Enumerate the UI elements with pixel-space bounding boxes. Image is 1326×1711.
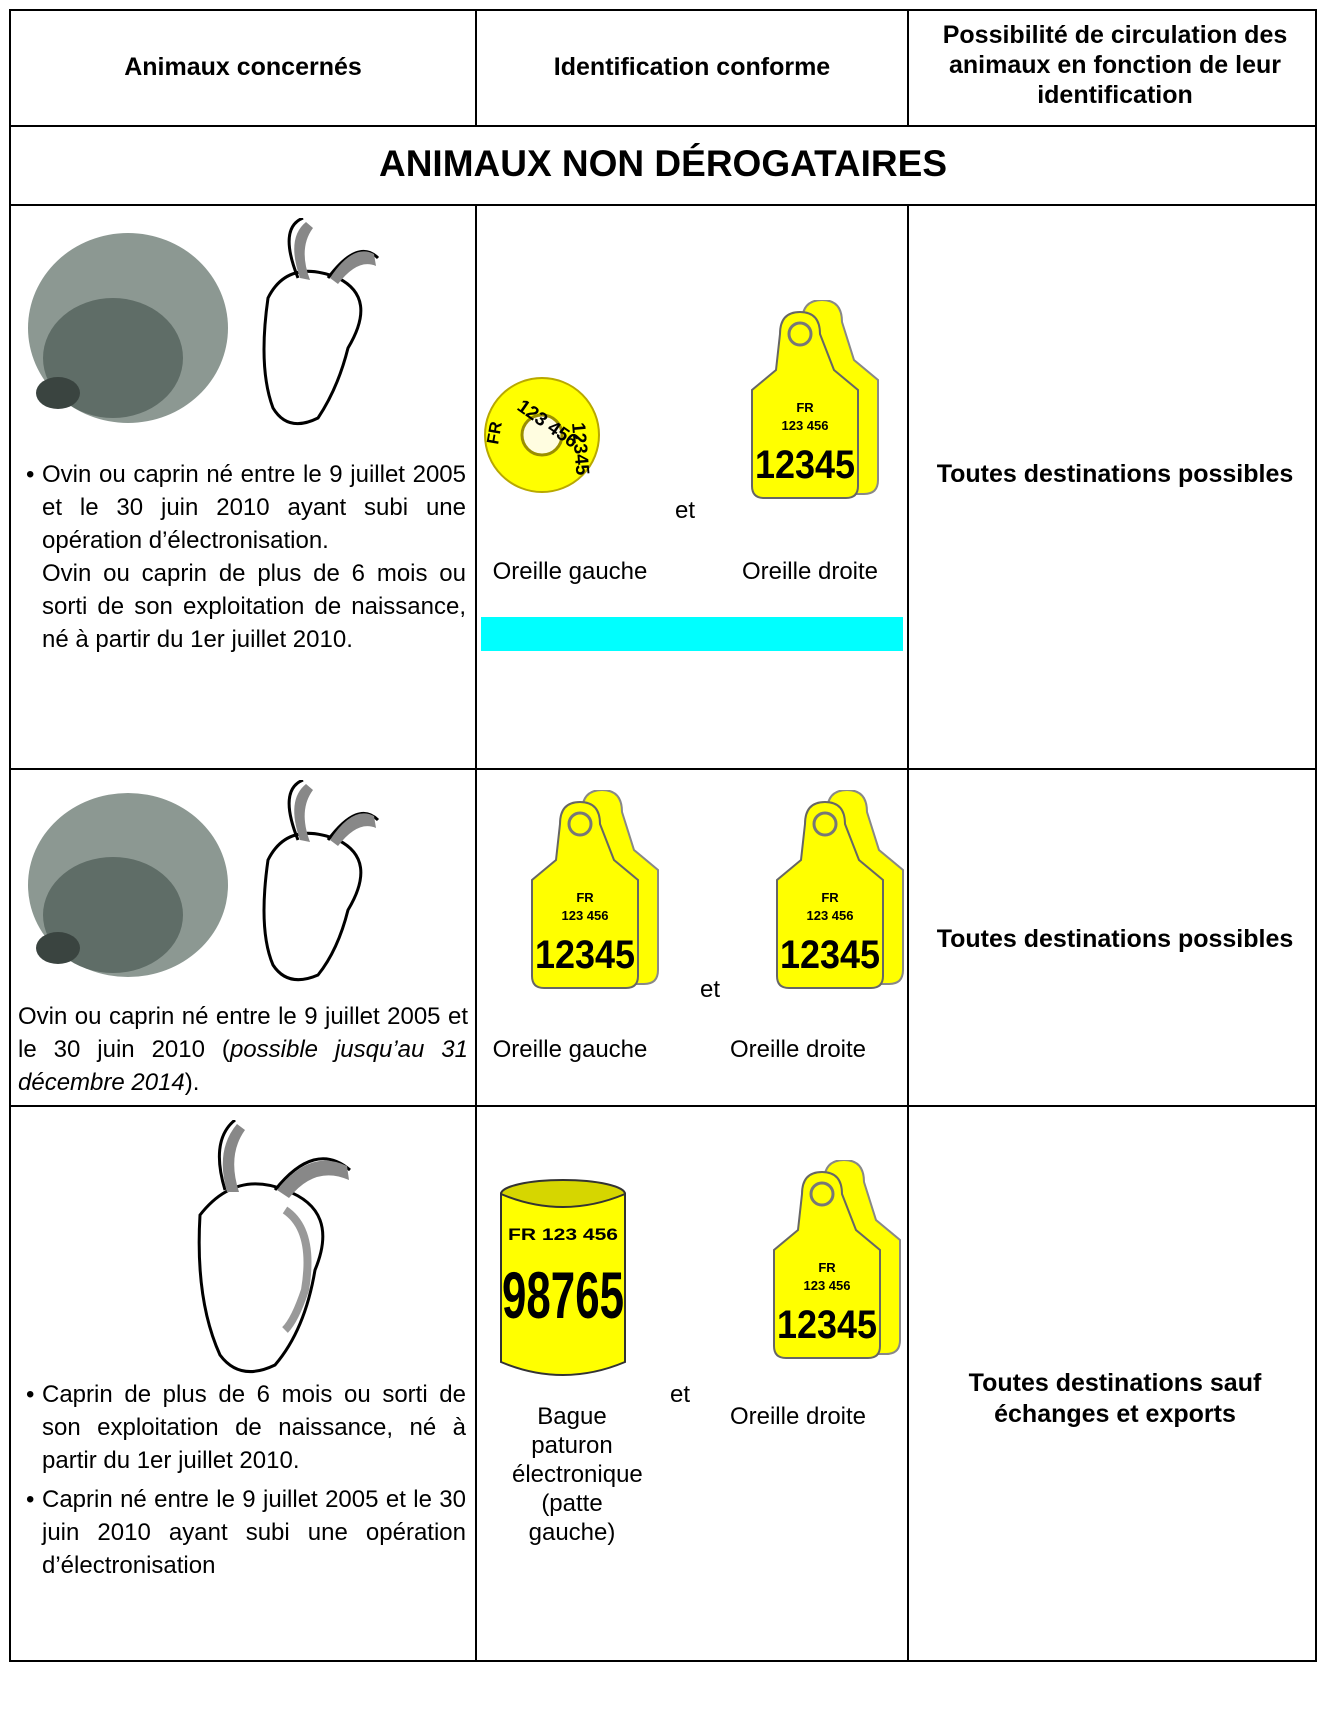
text-italic: possible jusqu’au 31 décembre 2014	[18, 1036, 468, 1096]
ear-tag: FR 123 456 12345	[773, 1160, 901, 1359]
tag-text: 123 456	[782, 418, 829, 433]
border	[1315, 9, 1317, 1662]
border	[907, 204, 909, 1662]
tag-label: Oreille droite	[741, 558, 879, 585]
animal-description: Ovin ou caprin né entre le 9 juillet 200…	[18, 1000, 468, 1099]
list-item: Caprin né entre le 9 juillet 2005 et le …	[26, 1483, 466, 1582]
list-item: Caprin de plus de 6 mois ou sorti de son…	[26, 1378, 466, 1477]
border	[907, 9, 909, 125]
tag-text: FR	[821, 890, 839, 905]
connector: et	[669, 1381, 690, 1408]
border	[9, 768, 1317, 770]
border	[9, 204, 1317, 206]
tag-text: 12345	[755, 443, 855, 487]
tag-text: FR	[796, 400, 814, 415]
tag-text: FR	[483, 420, 506, 446]
text: Ovin ou caprin né entre le 9 juillet 200…	[18, 1003, 468, 1063]
section-title: ANIMAUX NON DÉROGATAIRES	[378, 143, 948, 184]
tag-text: 123 456	[562, 908, 609, 923]
column-header: Animaux concernés	[124, 53, 362, 81]
border	[9, 125, 1317, 127]
tag-text: 12345	[780, 933, 880, 977]
tag-text: 12345	[535, 933, 635, 977]
animal-list: Ovin ou caprin né entre le 9 juillet 200…	[26, 458, 466, 656]
tag-text: 12345	[777, 1303, 877, 1347]
border	[9, 1105, 1317, 1107]
tag-text: FR	[818, 1260, 836, 1275]
text: ).	[184, 1069, 200, 1096]
tag-label: Oreille gauche	[492, 1036, 648, 1063]
tag-text: FR	[576, 890, 594, 905]
tag-label: Oreille gauche	[492, 558, 648, 585]
destination: Toutes destinations sauf échanges et exp…	[968, 1369, 1262, 1428]
connector: et	[699, 976, 720, 1003]
border	[9, 9, 11, 1662]
border	[475, 9, 477, 125]
border	[475, 204, 477, 1662]
tag-label: Bague paturon électronique (patte gauche…	[512, 1403, 643, 1546]
destination: Toutes destinations possibles	[936, 460, 1294, 488]
highlight-bar	[481, 617, 903, 651]
ear-tag: FR 123 456 12345	[776, 790, 904, 989]
tag-label: Oreille droite	[729, 1036, 867, 1063]
tag-text: 123 456	[807, 908, 854, 923]
ear-tag: FR 123 456 12345	[531, 790, 659, 989]
animal-illustration	[28, 780, 380, 982]
destination: Toutes destinations possibles	[936, 925, 1294, 953]
tag-text: FR 123 456	[508, 1225, 618, 1244]
tag-text: 123 456	[804, 1278, 851, 1293]
round-tag: FR 123 456 12345	[483, 377, 600, 493]
animal-list: Caprin de plus de 6 mois ou sorti de son…	[26, 1378, 466, 1582]
tag-text: 12345	[567, 422, 593, 477]
connector: et	[674, 497, 695, 524]
animal-illustration	[28, 218, 380, 426]
ear-tag: FR 123 456 12345	[751, 300, 879, 499]
tag-label: Oreille droite	[729, 1403, 867, 1430]
animal-illustration	[197, 1120, 351, 1373]
tag-text: 98765	[502, 1258, 624, 1332]
animal-description: Ovin ou caprin né entre le 9 juillet 200…	[26, 458, 466, 662]
border	[9, 9, 1317, 11]
list-item: Ovin ou caprin de plus de 6 mois ou sort…	[42, 560, 466, 653]
list-item: Ovin ou caprin né entre le 9 juillet 200…	[26, 458, 466, 557]
column-header: Possibilité de circulation des animaux e…	[942, 21, 1288, 109]
animal-description: Caprin de plus de 6 mois ou sorti de son…	[26, 1378, 466, 1588]
column-header: Identification conforme	[553, 53, 831, 81]
leg-ring: FR 123 456 98765	[500, 1179, 626, 1376]
border	[9, 1660, 1317, 1662]
